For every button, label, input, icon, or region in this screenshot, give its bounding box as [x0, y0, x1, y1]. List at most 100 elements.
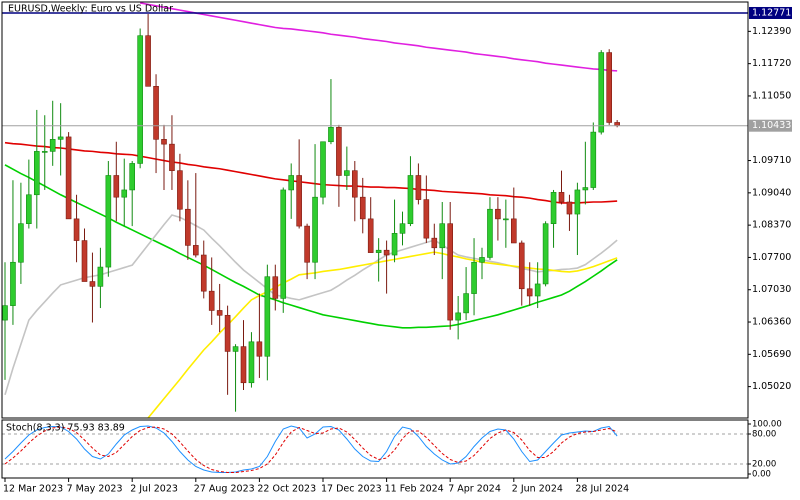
candle-body: [2, 305, 8, 321]
candle-body: [479, 257, 485, 263]
candle-body: [566, 201, 573, 215]
candle-body: [288, 175, 295, 191]
candle-body: [208, 290, 215, 311]
y-tick-label: 100.00: [752, 420, 782, 430]
candle-body: [81, 240, 88, 282]
candle-body: [57, 136, 64, 140]
candle-body: [518, 242, 525, 290]
y-tick-label: 1.07030: [752, 284, 791, 295]
candle-body: [463, 293, 469, 314]
x-tick-label: 7 May 2023: [67, 484, 123, 495]
candle-body: [97, 266, 104, 287]
candle-body: [304, 225, 310, 263]
candle-body: [153, 86, 159, 140]
candle-body: [439, 223, 446, 249]
candle-body: [272, 276, 279, 299]
y-tick-label: 1.06360: [752, 317, 791, 328]
candle-body: [26, 194, 32, 224]
candle-body: [447, 223, 454, 321]
candle-body: [431, 237, 438, 249]
candle-body: [359, 196, 366, 220]
candle-body: [161, 139, 167, 145]
main-plot: [2, 2, 748, 418]
y-tick-label: 1.08370: [752, 220, 791, 231]
candle-body: [383, 249, 390, 256]
candle-body: [65, 136, 72, 220]
candle-body: [558, 192, 565, 203]
moving-average: [4, 141, 618, 204]
candle-body: [503, 218, 509, 221]
x-tick-label: 11 Feb 2024: [385, 484, 444, 495]
candle-body: [121, 189, 128, 198]
level-label: 1.10433: [752, 120, 791, 131]
y-tick-label: 1.05020: [752, 381, 791, 392]
candle-body: [18, 223, 24, 263]
candle-body: [455, 312, 461, 321]
candle-body: [582, 187, 589, 191]
x-tick-label: 12 Mar 2023: [3, 484, 63, 495]
candle-body: [487, 208, 493, 258]
candle-body: [105, 175, 112, 268]
candle-body: [367, 218, 374, 253]
stochastic-line: [4, 425, 618, 473]
candle-body: [224, 314, 231, 352]
indicator-title: Stoch(8,3,3) 75.93 83.89: [6, 423, 125, 434]
candle-body: [590, 131, 597, 188]
candle-body: [574, 189, 581, 215]
candle-body: [169, 143, 175, 171]
candle-body: [423, 199, 430, 239]
candle-body: [471, 261, 477, 294]
level-label-box: [749, 119, 792, 132]
candle-body: [200, 254, 207, 292]
candle-body: [296, 175, 302, 227]
candle-body: [320, 141, 326, 198]
candle-body: [240, 346, 247, 384]
x-tick-label: 17 Dec 2023: [321, 484, 382, 495]
candle-body: [49, 139, 56, 152]
candle-body: [510, 218, 517, 244]
candle-body: [177, 170, 183, 210]
candle-body: [399, 223, 406, 234]
candle-body: [232, 346, 239, 352]
x-tick-label: 28 Jul 2024: [575, 484, 629, 495]
candle-body: [526, 288, 533, 297]
x-tick-label: 22 Oct 2023: [257, 484, 316, 495]
candle-body: [89, 281, 96, 287]
candle-body: [598, 52, 605, 133]
candle-body: [264, 276, 271, 357]
y-tick-label: 1.09710: [752, 155, 791, 166]
candle-body: [606, 52, 613, 123]
candle-body: [351, 170, 358, 198]
y-tick-label: 0.00: [752, 470, 771, 480]
moving-average: [140, 2, 618, 72]
stochastic-plot: [2, 425, 748, 473]
candle-body: [391, 233, 398, 256]
candle-body: [248, 341, 255, 384]
candle-body: [550, 192, 557, 224]
candle-body: [280, 189, 287, 299]
candle-body: [113, 175, 120, 198]
candle-body: [33, 151, 40, 196]
y-tick-label: 1.11720: [752, 58, 791, 69]
y-tick-label: 1.12390: [752, 26, 791, 37]
x-tick-label: 2 Jul 2023: [130, 484, 178, 495]
candle-body: [193, 245, 199, 256]
y-tick-label: 1.09040: [752, 187, 791, 198]
candle-body: [534, 283, 541, 297]
candle-body: [73, 218, 80, 241]
chart-title: EURUSD,Weekly: Euro vs US Dollar: [8, 4, 173, 15]
level-label: 1.12771: [752, 7, 791, 18]
stochastic-frame: [1, 419, 749, 479]
x-tick-label: 27 Aug 2023: [194, 484, 255, 495]
candle-body: [145, 35, 151, 87]
x-tick-label: 2 Jun 2024: [512, 484, 563, 495]
y-tick-label: 1.07700: [752, 252, 791, 263]
candle-body: [336, 126, 342, 176]
candle-body: [495, 208, 501, 220]
y-tick-label: 80.00: [752, 430, 776, 440]
candle-body: [216, 310, 223, 316]
candle-body: [415, 175, 422, 200]
candle-body: [328, 126, 334, 143]
main-frame: [1, 1, 749, 419]
